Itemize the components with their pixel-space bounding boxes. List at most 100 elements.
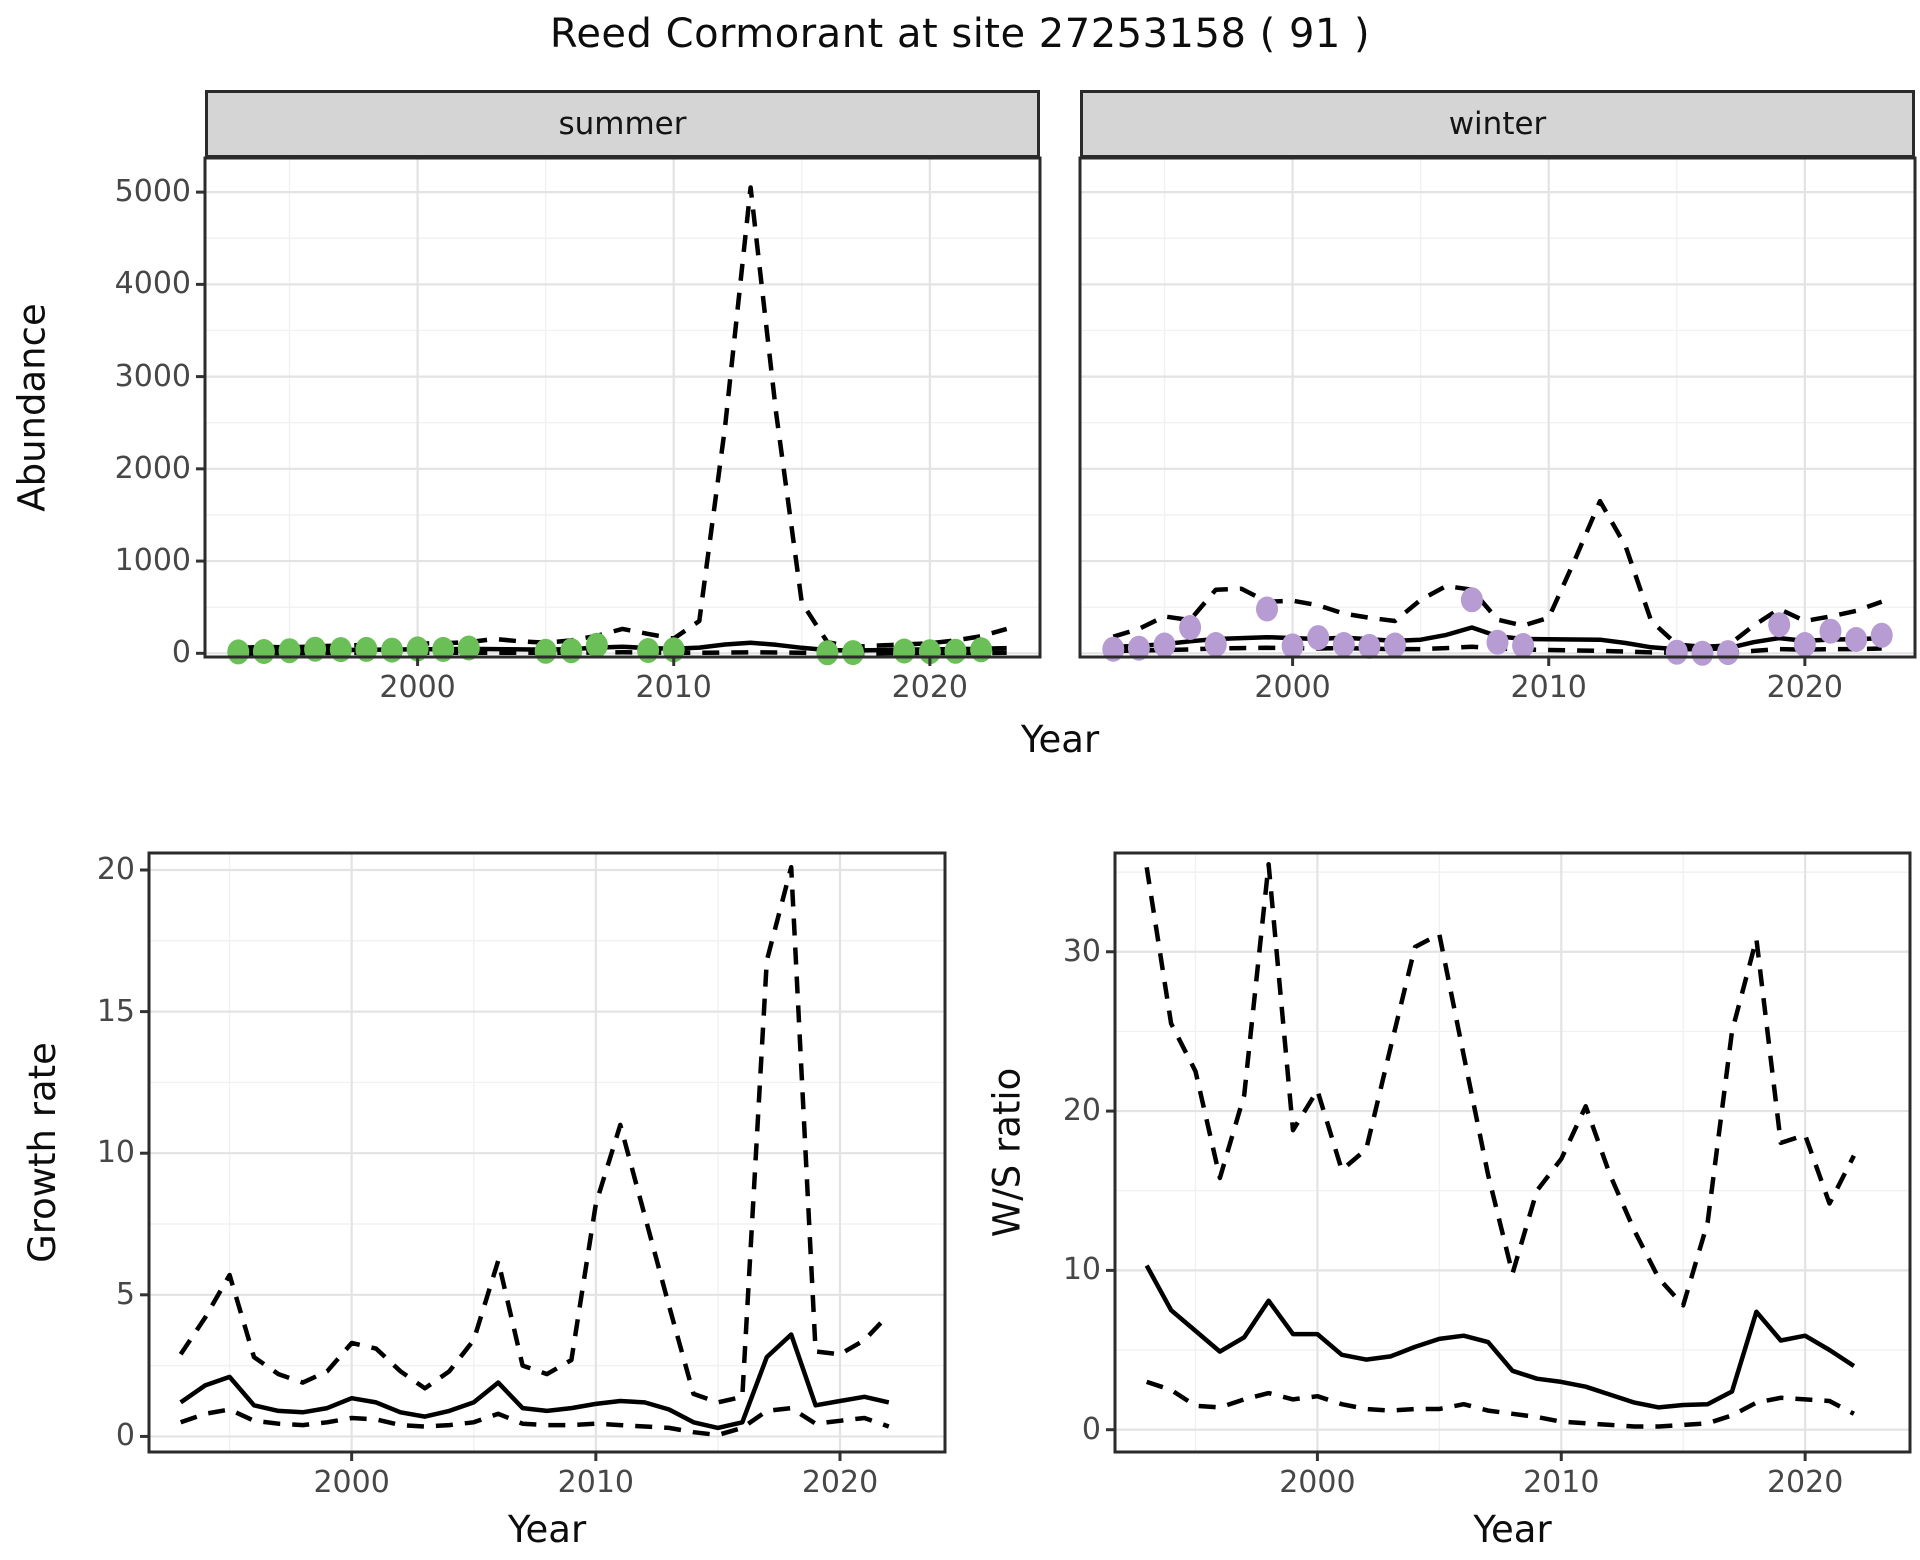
ws-ratio-plot: [1106, 851, 1912, 1461]
growth-rate-plot: [140, 851, 947, 1461]
x-tick-label: 2010: [1510, 670, 1587, 705]
y-tick-label: 15: [96, 993, 135, 1029]
x-tick-label: 2010: [1523, 1465, 1600, 1500]
facet-strip-summer-label: summer: [558, 106, 687, 142]
data-point: [1870, 622, 1893, 648]
page-title: Reed Cormorant at site 27253158 ( 91 ): [549, 11, 1371, 57]
data-point: [534, 638, 557, 664]
data-point: [1819, 618, 1842, 644]
data-point: [1665, 639, 1688, 665]
x-axis-title-year-ws-text: Year: [1473, 1507, 1552, 1551]
y-axis-title-growth-rate-text: Growth rate: [20, 1042, 64, 1263]
y-tick-label: 3000: [114, 358, 191, 394]
panel-abundance-winter: 2000 2010 2020: [1078, 156, 1917, 705]
y-axis-title-growth-rate: Growth rate: [14, 853, 70, 1452]
data-point: [1460, 587, 1483, 613]
data-point: [1845, 627, 1868, 652]
series-line-upper_ci: [178, 864, 891, 1405]
y-axis-title-abundance: Abundance: [4, 158, 60, 657]
data-point: [842, 640, 864, 666]
x-tick-label: 2020: [1766, 670, 1844, 705]
x-tick-label: 2010: [635, 670, 712, 705]
x-tick-label: 2020: [801, 1465, 879, 1500]
panel-border: [203, 156, 1042, 659]
panel-background: [1080, 158, 1915, 657]
panel-abundance-summer: 2000 2010 2020 0 1000 2000 3000 4000 5000: [115, 156, 1042, 705]
panel-border: [1113, 851, 1912, 1454]
data-point: [1512, 633, 1535, 658]
y-tick-label: 20: [96, 852, 135, 887]
data-point: [381, 637, 403, 663]
data-point: [252, 639, 275, 664]
x-tick-label: 2000: [1254, 670, 1331, 705]
x-axis-title-year-ws: Year: [1115, 1506, 1910, 1552]
data-point: [816, 640, 839, 666]
data-point: [637, 638, 660, 663]
y-tick-label: 2000: [114, 450, 191, 486]
data-point: [1332, 632, 1355, 657]
series-line-upper_ci: [1112, 498, 1883, 650]
data-point: [227, 639, 250, 665]
data-point: [457, 635, 480, 661]
x-tick-label: 2010: [557, 1465, 634, 1500]
abundance-winter-plot: [1078, 156, 1917, 666]
x-axis-title-year-growth-text: Year: [507, 1507, 587, 1551]
x-tick-label: 2000: [1279, 1465, 1356, 1500]
y-tick-label: 5000: [114, 174, 191, 210]
data-point: [1256, 596, 1278, 622]
y-axis-title-ws-ratio: W/S ratio: [979, 853, 1035, 1452]
facet-strip-winter-label: winter: [1448, 106, 1547, 142]
y-tick-label: 0: [171, 635, 191, 671]
data-point: [1307, 625, 1330, 651]
x-axis-title-year-growth: Year: [149, 1506, 945, 1552]
data-point: [970, 637, 993, 663]
data-point: [1717, 640, 1739, 666]
y-tick-label: 0: [1081, 1411, 1101, 1447]
data-point: [893, 638, 916, 664]
x-tick-label: 2000: [379, 670, 456, 705]
x-axis-title-year-top-text: Year: [1020, 717, 1100, 761]
x-axis-title-year-top: Year: [205, 716, 1915, 762]
data-point: [278, 638, 301, 664]
data-point: [304, 636, 327, 662]
data-point: [406, 636, 429, 662]
y-tick-label: 4000: [114, 266, 191, 302]
x-tick-label: 2020: [1766, 1465, 1844, 1500]
abundance-summer-plot: [196, 156, 1042, 666]
data-point: [1204, 632, 1227, 657]
y-tick-label: 20: [1062, 1093, 1101, 1129]
x-tick-label: 2020: [891, 670, 969, 705]
series-line-estimate: [1144, 1264, 1856, 1410]
y-tick-label: 10: [96, 1135, 135, 1171]
panel-growth-rate: 2000 2010 2020 0 5 10 15 20: [97, 851, 947, 1500]
series-line-upper_ci: [1144, 861, 1856, 1308]
panel-background: [205, 158, 1040, 657]
facet-strip-summer: summer: [205, 90, 1040, 158]
y-tick-label: 0: [115, 1418, 135, 1454]
y-axis-title-abundance-text: Abundance: [10, 303, 54, 512]
y-tick-label: 1000: [114, 543, 191, 579]
data-point: [585, 632, 608, 658]
data-point: [1127, 635, 1150, 661]
data-point: [1793, 632, 1816, 657]
data-point: [1768, 612, 1791, 638]
panel-ws-ratio: 2000 2010 2020 0 10 20 30: [1063, 851, 1912, 1500]
data-point: [944, 638, 967, 664]
data-point: [1691, 640, 1714, 666]
panel-background: [1115, 853, 1910, 1452]
data-point: [1153, 632, 1176, 658]
data-point: [1179, 615, 1202, 640]
data-point: [1102, 636, 1125, 662]
data-point: [1281, 633, 1304, 659]
y-tick-label: 30: [1062, 933, 1101, 969]
data-point: [1384, 632, 1406, 658]
data-point: [1486, 629, 1509, 655]
series-line-estimate: [179, 1332, 890, 1431]
series-line-lower_ci: [1145, 1379, 1855, 1429]
data-point: [1358, 633, 1381, 659]
series-line-lower_ci: [179, 1405, 890, 1438]
panel-border: [1078, 156, 1917, 659]
data-point: [560, 638, 583, 664]
facet-strip-winter: winter: [1080, 90, 1915, 158]
y-tick-label: 10: [1062, 1252, 1101, 1288]
